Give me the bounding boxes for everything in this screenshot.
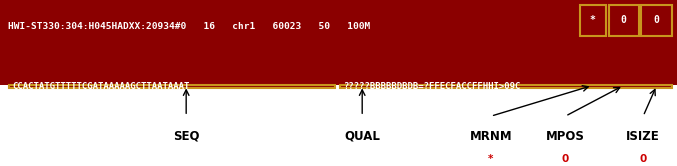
FancyBboxPatch shape (0, 0, 677, 85)
Text: *: * (590, 15, 595, 25)
FancyBboxPatch shape (580, 5, 606, 36)
FancyBboxPatch shape (340, 85, 672, 88)
Text: HWI-ST330:304:H045HADXX:20934#0   16   chr1   60023   50   100M: HWI-ST330:304:H045HADXX:20934#0 16 chr1 … (8, 22, 370, 31)
FancyBboxPatch shape (641, 5, 672, 36)
Text: 0: 0 (621, 15, 626, 25)
Text: MRNM: MRNM (470, 130, 512, 143)
FancyBboxPatch shape (609, 5, 639, 36)
Text: MPOS: MPOS (546, 130, 585, 143)
Text: ISIZE: ISIZE (626, 130, 660, 143)
Text: QUAL: QUAL (345, 130, 380, 143)
Text: SEQ: SEQ (173, 130, 200, 143)
Text: *: * (488, 154, 494, 164)
Text: 0: 0 (562, 154, 569, 164)
Text: 0: 0 (654, 15, 659, 25)
Text: ?????BBBBBDBDB=?FFECFACCFFHHI>09C: ?????BBBBBDBDB=?FFECFACCFFHHI>09C (343, 82, 521, 91)
Text: 0: 0 (640, 154, 647, 164)
Text: CCACTATGTTTTTCGATAAAAAGCTTAATAAAT: CCACTATGTTTTTCGATAAAAAGCTTAATAAAT (12, 82, 190, 91)
FancyBboxPatch shape (9, 85, 335, 88)
